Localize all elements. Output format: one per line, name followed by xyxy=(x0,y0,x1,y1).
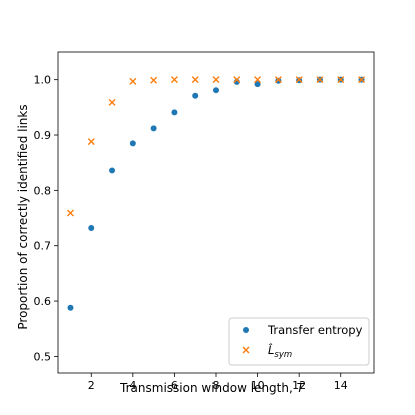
data-point-l-sym-stroke-b xyxy=(254,76,262,84)
legend-x-marker-stroke-b xyxy=(242,346,250,354)
data-point-l-sym-stroke-b xyxy=(108,98,116,106)
data-point-transfer-entropy xyxy=(150,125,157,132)
data-point-l-sym-stroke-b xyxy=(316,76,324,84)
data-point-l-sym xyxy=(337,76,345,84)
x-axis-ticks: 2 4 6 8 10 12 14 xyxy=(88,373,348,392)
data-points xyxy=(66,76,366,311)
legend-box xyxy=(228,317,370,366)
data-point-l-sym xyxy=(274,76,282,84)
series-l-sym xyxy=(66,76,366,217)
y-axis-label: Proportion of correctly identified links xyxy=(16,104,30,329)
data-point-l-sym xyxy=(212,76,220,84)
data-point-transfer-entropy xyxy=(67,304,74,311)
data-point-transfer-entropy xyxy=(192,92,199,99)
x-tick-label: 6 xyxy=(171,379,178,392)
y-axis-ticks: 0.5 0.6 0.7 0.8 0.9 1.0 xyxy=(34,74,58,363)
data-point-l-sym-stroke-b xyxy=(170,76,178,84)
legend-label-l-sym-subscript: sym xyxy=(274,350,292,360)
legend: Transfer entropy L̂sym xyxy=(228,317,370,366)
y-tick-label: 0.5 xyxy=(34,350,52,363)
data-point-l-sym-stroke-b xyxy=(233,76,241,84)
x-axis-label-text: Transmission window length, xyxy=(119,381,297,395)
y-tick-label: 0.8 xyxy=(34,184,52,197)
data-point-l-sym xyxy=(233,76,241,84)
x-tick-label: 12 xyxy=(292,379,306,392)
data-point-l-sym xyxy=(295,76,303,84)
legend-x-marker xyxy=(242,346,250,354)
data-point-l-sym-stroke-b xyxy=(212,76,220,84)
data-point-l-sym xyxy=(129,77,137,85)
data-point-l-sym-stroke-b xyxy=(191,76,199,84)
data-point-l-sym xyxy=(191,76,199,84)
y-tick-label: 0.9 xyxy=(34,129,52,142)
y-tick-label: 1.0 xyxy=(34,74,52,87)
data-point-transfer-entropy xyxy=(275,77,282,84)
data-point-l-sym xyxy=(358,76,366,84)
data-point-l-sym xyxy=(254,76,262,84)
data-point-l-sym-stroke-b xyxy=(87,138,95,146)
data-point-l-sym xyxy=(316,76,324,84)
legend-label-transfer-entropy: Transfer entropy xyxy=(267,323,363,337)
x-axis-label: Transmission window length, T xyxy=(119,381,306,395)
x-tick-label: 8 xyxy=(213,379,220,392)
data-point-transfer-entropy xyxy=(129,140,136,147)
data-point-l-sym-stroke-b xyxy=(274,76,282,84)
data-point-l-sym-stroke-b xyxy=(150,76,158,84)
y-tick-label: 0.6 xyxy=(34,295,52,308)
x-tick-label: 10 xyxy=(251,379,265,392)
data-point-l-sym-stroke-b xyxy=(129,77,137,85)
data-point-l-sym-stroke-b xyxy=(358,76,366,84)
data-point-l-sym xyxy=(150,76,158,84)
data-point-transfer-entropy xyxy=(254,81,261,88)
data-point-transfer-entropy xyxy=(88,224,95,231)
data-point-transfer-entropy xyxy=(171,109,178,116)
data-point-l-sym xyxy=(87,138,95,146)
data-point-l-sym-stroke-b xyxy=(337,76,345,84)
data-point-l-sym xyxy=(108,98,116,106)
data-point-transfer-entropy xyxy=(213,87,219,94)
x-tick-label: 4 xyxy=(129,379,136,392)
legend-marker-l-sym xyxy=(242,346,250,354)
data-point-l-sym-stroke-b xyxy=(66,209,74,217)
y-tick-label: 0.7 xyxy=(34,240,52,253)
data-point-l-sym xyxy=(66,209,74,217)
x-tick-label: 14 xyxy=(334,379,348,392)
x-tick-label: 2 xyxy=(88,379,95,392)
data-point-l-sym-stroke-b xyxy=(295,76,303,84)
legend-label-l-sym-main: L̂ xyxy=(268,343,274,357)
legend-marker-transfer-entropy xyxy=(243,327,249,333)
x-axis-label-variable: T xyxy=(297,381,306,395)
data-point-l-sym xyxy=(170,76,178,84)
legend-label-l-sym: L̂sym xyxy=(268,343,292,360)
data-point-transfer-entropy xyxy=(109,167,116,174)
